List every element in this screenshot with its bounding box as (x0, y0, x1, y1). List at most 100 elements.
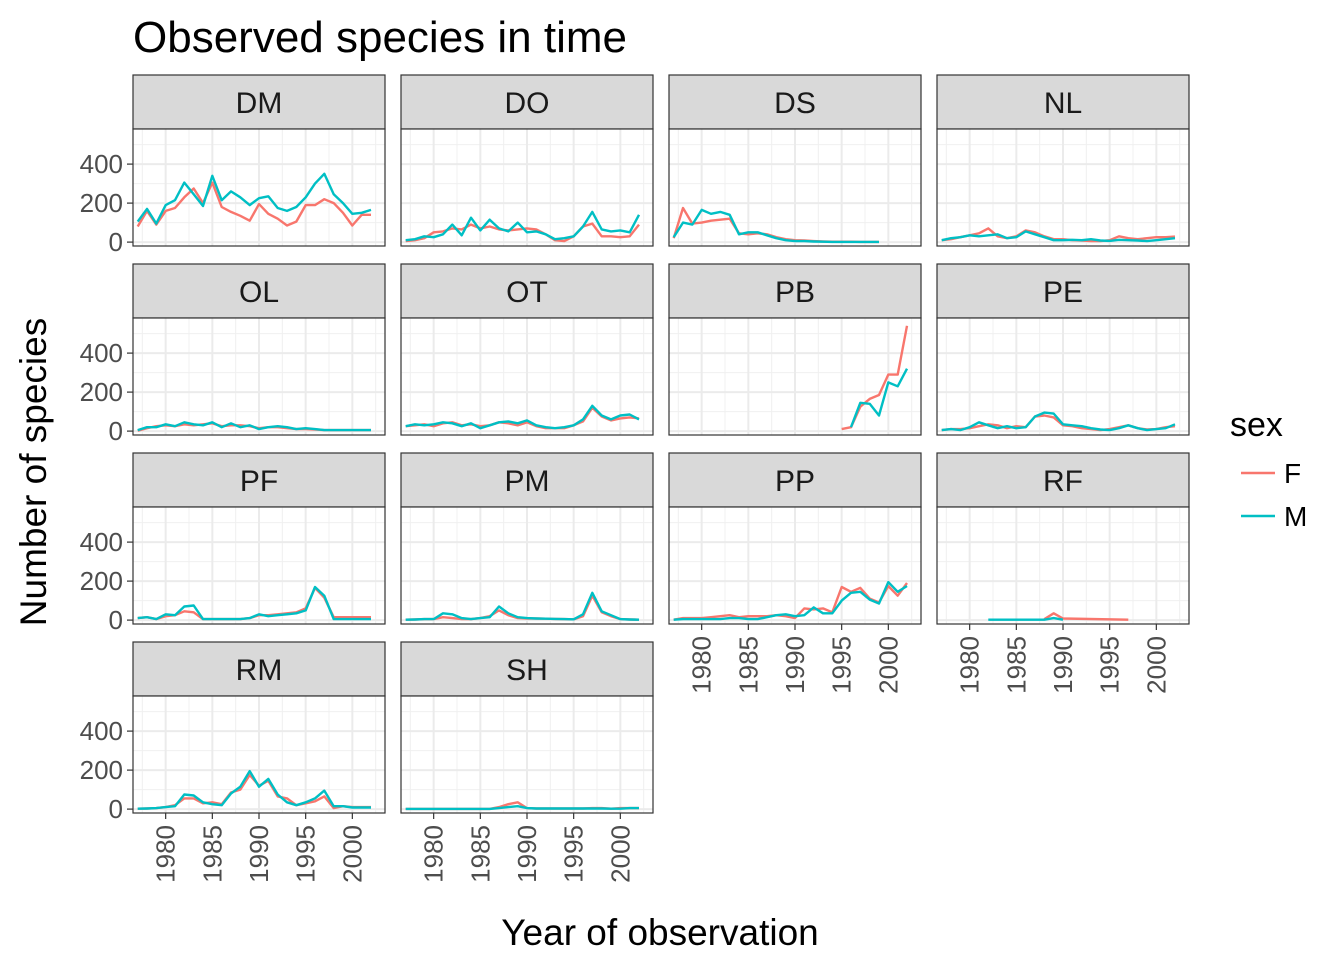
facet-strip-label: RF (1043, 465, 1083, 498)
x-tick-label: 1985 (197, 825, 227, 883)
series-line-m (941, 411, 1176, 432)
legend-label-m: M (1284, 501, 1307, 532)
y-tick-label: 200 (80, 755, 123, 785)
x-tick-label: 1990 (512, 825, 542, 883)
panel-border (400, 128, 654, 247)
series-line-m (405, 210, 641, 242)
x-axis-label: Year of observation (501, 912, 818, 953)
series-line-m (405, 591, 640, 621)
y-tick-label: 400 (80, 338, 123, 368)
x-tick-label: 1980 (151, 825, 181, 883)
series-line-m (988, 616, 1064, 621)
x-tick-label: 1985 (465, 825, 495, 883)
facet-strip (936, 452, 1190, 508)
x-tick-label: 1995 (827, 636, 857, 694)
y-tick-label: 400 (80, 149, 123, 179)
panel-border (668, 128, 922, 247)
facet-strip-label: DM (236, 87, 283, 120)
facet-panel-pf: PF 0 200 400 (80, 452, 386, 635)
x-tick-label: 1995 (291, 825, 321, 883)
facet-strip-label: SH (506, 654, 548, 687)
facet-strip-label: NL (1044, 87, 1082, 120)
facet-strip-label: PM (505, 465, 550, 498)
facet-strip (936, 74, 1190, 130)
series-line-m (137, 421, 371, 432)
panel-border (936, 317, 1190, 436)
y-axis-label: Number of species (13, 318, 54, 626)
chart-title: Observed species in time (133, 13, 627, 62)
y-tick-label: 400 (80, 716, 123, 746)
y-tick-label: 400 (80, 527, 123, 557)
legend-label-f: F (1284, 458, 1301, 489)
x-tick-label: 1985 (1001, 636, 1031, 694)
facet-strip-label: DO (505, 87, 550, 120)
facet-panel-ds: DS (668, 74, 922, 247)
y-tick-label: 0 (109, 416, 123, 446)
facet-panel-pm: PM (400, 452, 654, 625)
panel-border (668, 317, 922, 436)
facet-strip-label: PF (240, 465, 278, 498)
y-tick-label: 200 (80, 566, 123, 596)
x-tick-label: 1980 (687, 636, 717, 694)
facet-panel-nl: NL (936, 74, 1190, 247)
x-tick-label: 1980 (419, 825, 449, 883)
panel-border (936, 128, 1190, 247)
facet-panel-pp: PP 1980 1985 1990 1995 2000 (668, 452, 922, 694)
x-tick-label: 2000 (873, 636, 903, 694)
x-tick-label: 1990 (244, 825, 274, 883)
x-tick-label: 1995 (559, 825, 589, 883)
panel-border (132, 317, 386, 436)
y-tick-label: 200 (80, 377, 123, 407)
x-tick-label: 1990 (1048, 636, 1078, 694)
series-line-m (941, 230, 1176, 243)
facet-panel-pb: PB (668, 263, 922, 436)
series-line-m (849, 368, 909, 428)
panel-border (400, 317, 654, 436)
series-line-m (136, 172, 372, 225)
facet-strip (668, 74, 922, 130)
facet-strip-label: PB (775, 276, 815, 309)
series-line-f (1043, 612, 1129, 621)
facet-panel-do: DO (400, 74, 654, 247)
facet-strip (132, 641, 386, 697)
series-line-m (672, 208, 879, 244)
y-tick-label: 0 (109, 794, 123, 824)
panel-border (132, 506, 386, 625)
facet-strip-label: RM (236, 654, 283, 687)
x-tick-label: 1990 (780, 636, 810, 694)
series-line-m (137, 769, 371, 810)
facet-strip-label: PE (1043, 276, 1083, 309)
series-line-m (673, 580, 908, 621)
facet-strip (132, 74, 386, 130)
series-line-m (405, 805, 639, 811)
facet-panel-ol: OL 0 200 400 (80, 263, 386, 446)
y-tick-label: 0 (109, 605, 123, 635)
x-tick-label: 2000 (1141, 636, 1171, 694)
facet-strip-label: PP (775, 465, 815, 498)
x-tick-label: 1980 (955, 636, 985, 694)
facet-strip-label: OT (506, 276, 548, 309)
facet-strip (132, 452, 386, 508)
facet-strip (668, 263, 922, 319)
series-line-m (137, 585, 371, 621)
facet-strip (400, 452, 654, 508)
panel-border (400, 506, 654, 625)
facet-strip (400, 641, 654, 697)
x-tick-label: 2000 (605, 825, 635, 883)
facet-strip-label: OL (239, 276, 279, 309)
y-tick-label: 0 (109, 227, 123, 257)
facet-strip (400, 74, 654, 130)
x-tick-label: 2000 (337, 825, 367, 883)
x-tick-label: 1995 (1095, 636, 1125, 694)
facet-panel-dm: DM 0 200 400 (80, 74, 386, 257)
panel-border (132, 128, 386, 247)
facet-panel-pe: PE (936, 263, 1190, 436)
facet-panel-ot: OT (400, 263, 654, 436)
facet-strip (936, 263, 1190, 319)
facet-strip (400, 263, 654, 319)
facet-strip-label: DS (774, 87, 816, 120)
facet-panel-sh: SH 1980 1985 1990 1995 2000 (400, 641, 654, 883)
series-line-m (405, 404, 640, 430)
